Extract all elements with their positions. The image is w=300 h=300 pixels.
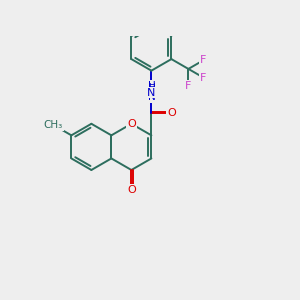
Text: F: F <box>200 73 207 82</box>
Text: H
N: H N <box>148 81 155 102</box>
Text: F: F <box>185 81 192 91</box>
Text: N: N <box>147 88 156 98</box>
Text: O: O <box>127 184 136 195</box>
Text: F: F <box>200 55 207 65</box>
Text: O: O <box>127 119 136 129</box>
Text: O: O <box>167 108 176 118</box>
Text: CH₃: CH₃ <box>44 120 63 130</box>
Text: H: H <box>148 83 155 92</box>
